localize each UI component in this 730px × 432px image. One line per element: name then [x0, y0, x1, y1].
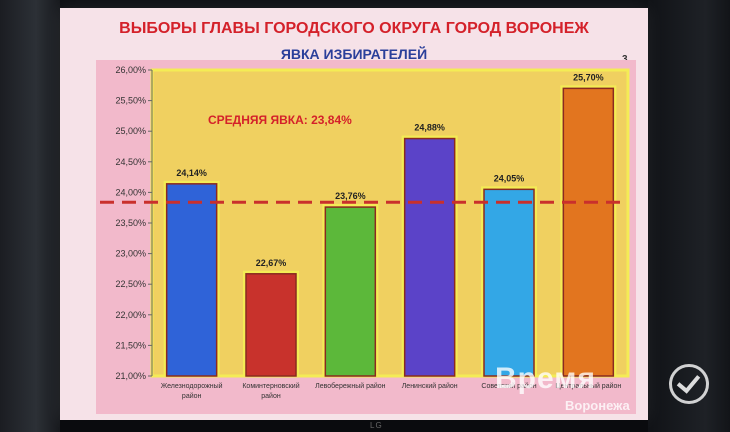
- bar: [483, 188, 535, 377]
- right-wall-background: [648, 0, 730, 432]
- y-tick-label: 21,50%: [115, 340, 146, 350]
- presentation-slide: ВЫБОРЫ ГЛАВЫ ГОРОДСКОГО ОКРУГА ГОРОД ВОР…: [60, 8, 648, 420]
- category-label: район: [261, 392, 281, 400]
- watermark-title: Время: [495, 362, 596, 395]
- y-tick-label: 23,50%: [115, 218, 146, 228]
- bar: [245, 273, 297, 377]
- average-label: СРЕДНЯЯ ЯВКА: 23,84%: [208, 113, 352, 127]
- data-label: 22,67%: [256, 258, 287, 268]
- y-tick-label: 21,00%: [115, 371, 146, 381]
- subtitle-text: ЯВКА ИЗБИРАТЕЛЕЙ: [278, 46, 430, 64]
- slide-title: ВЫБОРЫ ГЛАВЫ ГОРОДСКОГО ОКРУГА ГОРОД ВОР…: [119, 20, 589, 37]
- category-label: Коминтерновский: [242, 382, 299, 390]
- y-tick-label: 25,00%: [115, 126, 146, 136]
- data-label: 24,05%: [494, 173, 525, 183]
- y-tick-label: 24,00%: [115, 187, 146, 197]
- y-tick-label: 22,00%: [115, 310, 146, 320]
- slide-number: 3: [622, 54, 628, 65]
- slide-subtitle: ЯВКА ИЗБИРАТЕЛЕЙ: [60, 46, 648, 64]
- tv-brand-logo: LG: [370, 421, 383, 430]
- data-label: 23,76%: [335, 191, 366, 201]
- category-label: Левобережный район: [315, 382, 386, 390]
- plot-area: [150, 68, 630, 378]
- y-tick-label: 24,50%: [115, 157, 146, 167]
- bar: [403, 137, 456, 377]
- checkmark-circle-icon: [669, 364, 709, 404]
- bar: [324, 206, 377, 377]
- data-label: 25,70%: [573, 72, 604, 82]
- tv-bezel: [60, 420, 648, 432]
- turnout-bar-chart: 21,00% 21,50% 22,00% 22,50% 23,00% 23,50% 24,0…: [96, 60, 636, 414]
- category-label: Железнодорожный: [161, 382, 223, 390]
- category-label: район: [182, 392, 202, 400]
- data-label: 24,88%: [414, 123, 445, 133]
- watermark-subtitle: Воронежа: [565, 398, 630, 413]
- bar: [562, 87, 615, 377]
- watermark: Время Воронежа: [495, 362, 725, 422]
- y-tick-label: 26,00%: [115, 65, 146, 75]
- y-tick-label: 23,00%: [115, 249, 146, 259]
- y-tick-label: 25,50%: [115, 96, 146, 106]
- bar: [165, 183, 218, 377]
- category-label: Центральный район: [555, 382, 621, 390]
- data-label: 24,14%: [176, 168, 207, 178]
- left-wall-background: [0, 0, 60, 432]
- y-tick-label: 22,50%: [115, 279, 146, 289]
- category-label: Ленинский район: [402, 382, 458, 390]
- category-label: Советский район: [481, 382, 536, 390]
